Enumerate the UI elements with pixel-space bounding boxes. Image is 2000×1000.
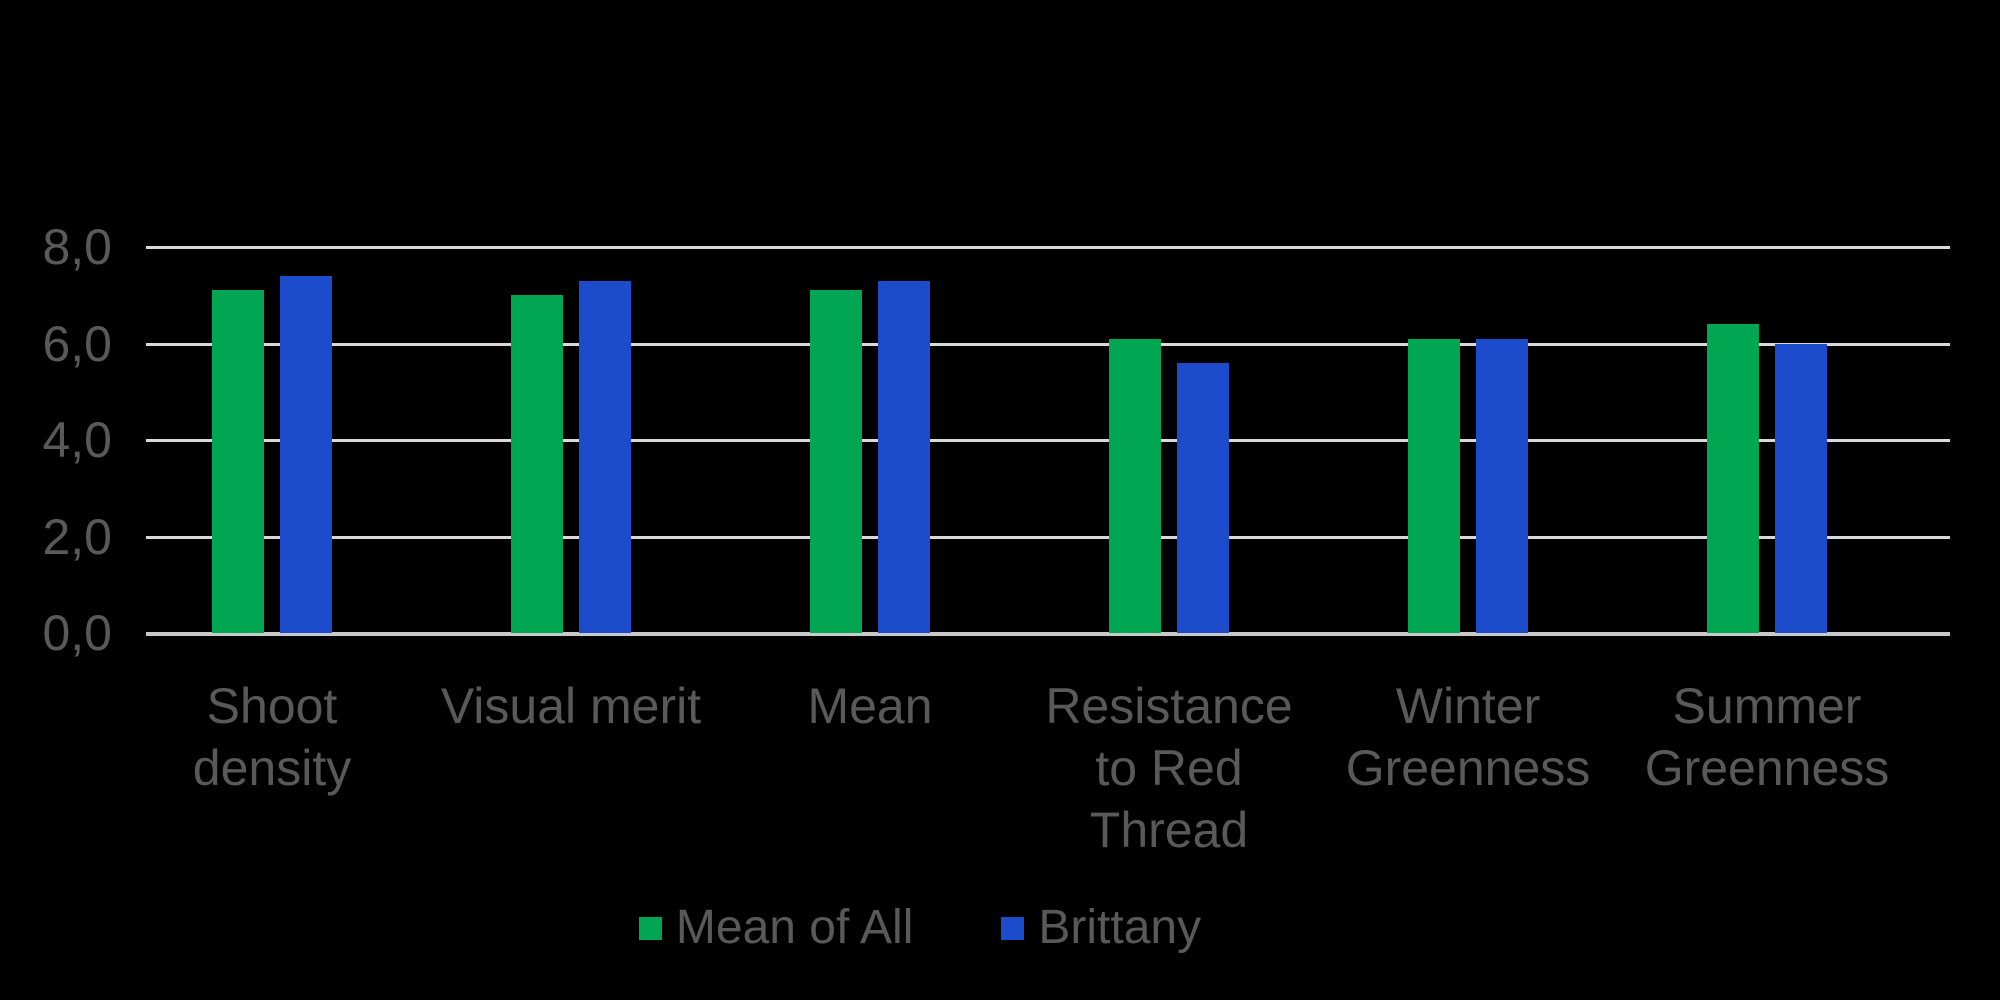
bar-brittany-resistance-to-red-thread xyxy=(1177,362,1229,633)
bar-mean-of-all-mean xyxy=(810,290,862,633)
category-label-summer-greenness: Summer Greenness xyxy=(1644,678,1890,796)
plot-area xyxy=(146,246,1950,636)
bar-brittany-shoot-density xyxy=(280,275,332,633)
gridline-8-0 xyxy=(146,246,1950,249)
category-label-shoot-density: Shoot density xyxy=(192,678,352,796)
bar-mean-of-all-resistance-to-red-thread xyxy=(1109,338,1161,633)
y-tick-label-4-0: 4,0 xyxy=(42,412,112,468)
category-label-resistance-to-red-thread: Resistance to Red Thread xyxy=(1045,678,1293,858)
gridline-0-0 xyxy=(146,632,1950,636)
legend-label-mean-of-all: Mean of All xyxy=(675,901,914,954)
gridline-2-0 xyxy=(146,535,1950,539)
category-label-mean: Mean xyxy=(807,678,933,734)
category-label-winter-greenness: Winter Greenness xyxy=(1345,678,1591,796)
legend-swatch-brittany xyxy=(1001,916,1025,940)
gridline-4-0 xyxy=(146,439,1950,442)
bar-brittany-summer-greenness xyxy=(1775,343,1827,633)
category-label-visual-merit: Visual merit xyxy=(440,678,702,734)
y-tick-label-6-0: 6,0 xyxy=(42,315,112,372)
y-tick-label-8-0: 8,0 xyxy=(42,219,112,275)
bar-mean-of-all-visual-merit xyxy=(511,295,563,633)
legend-swatch-mean-of-all xyxy=(638,916,662,940)
bar-brittany-mean xyxy=(878,280,930,633)
y-tick-label-0-0: 0,0 xyxy=(42,605,112,661)
bar-brittany-winter-greenness xyxy=(1476,338,1528,633)
gridline-6-0 xyxy=(146,342,1950,346)
legend-item-brittany: Brittany xyxy=(1001,898,1201,958)
legend: Mean of All Brittany xyxy=(0,898,1840,958)
legend-label-brittany: Brittany xyxy=(1038,901,1202,954)
legend-item-mean-of-all: Mean of All xyxy=(638,898,914,958)
bar-mean-of-all-winter-greenness xyxy=(1408,338,1460,633)
bar-mean-of-all-shoot-density xyxy=(212,290,264,633)
bar-brittany-visual-merit xyxy=(579,280,631,633)
bar-mean-of-all-summer-greenness xyxy=(1707,324,1759,633)
y-tick-label-2-0: 2,0 xyxy=(42,508,112,565)
